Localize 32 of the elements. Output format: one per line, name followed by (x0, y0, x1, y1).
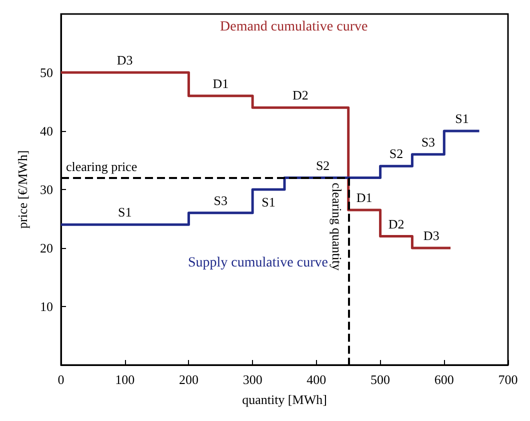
annotation: D2 (292, 88, 308, 103)
annotation: D3 (116, 52, 133, 68)
y-tick-label: 10 (40, 299, 53, 314)
annotation: D1 (212, 76, 229, 91)
x-tick-label: 500 (370, 372, 390, 387)
annotation: S1 (118, 204, 132, 220)
y-axis-title: price [€/MWh] (15, 150, 30, 229)
y-tick-label: 50 (40, 65, 53, 80)
x-axis-title: quantity [MWh] (242, 392, 327, 407)
annotation: D3 (423, 228, 440, 243)
annotation: S1 (455, 111, 469, 126)
y-tick-label: 30 (40, 182, 53, 197)
annotation: D2 (388, 216, 404, 232)
x-tick-label: 600 (434, 372, 454, 387)
y-tick-label: 40 (40, 124, 53, 138)
x-tick-label: 100 (115, 372, 135, 387)
x-tick-label: 300 (242, 372, 262, 387)
x-tick-label: 700 (498, 372, 518, 387)
annotation: S2 (316, 158, 330, 173)
annotation: D1 (356, 190, 372, 205)
annotation: S2 (389, 146, 404, 162)
ref-line-label: clearing quantity (329, 182, 344, 272)
x-tick-label: 200 (178, 372, 198, 387)
text: Supply cumulative curve (188, 256, 328, 270)
annotation: S1 (262, 194, 276, 210)
y-tick-label: 20 (40, 240, 53, 256)
annotation: S3 (214, 192, 228, 208)
ref-line-label: clearing price (66, 158, 138, 174)
text: Demand cumulative curve (220, 20, 368, 34)
x-tick-label: 400 (306, 372, 326, 387)
x-tick-label: 0 (58, 372, 64, 387)
annotation: S3 (421, 134, 436, 150)
